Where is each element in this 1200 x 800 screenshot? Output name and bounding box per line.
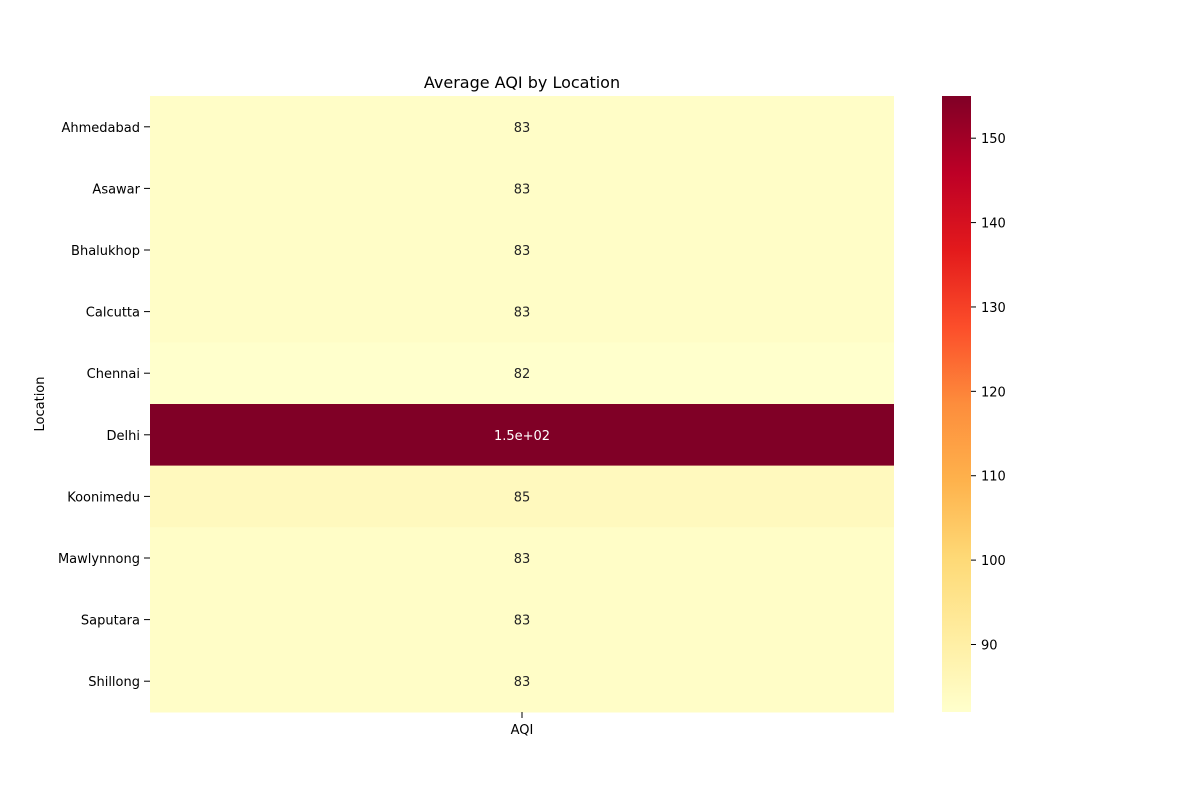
heatmap-cell <box>150 465 894 528</box>
cell-annotation: 85 <box>514 490 531 505</box>
cell-annotation: 83 <box>514 244 531 259</box>
heatmap-cell <box>150 157 894 220</box>
y-axis: Ahmedabad Asawar Bhalukhop Calcutta Chennai D… <box>58 121 150 690</box>
heatmap-cell <box>150 650 894 713</box>
heatmap-cell <box>150 219 894 282</box>
heatmap-cell <box>150 404 894 467</box>
heatmap-cell <box>150 527 894 590</box>
cell-annotation: 83 <box>514 306 531 321</box>
cell-annotations: 83 83 83 83 82 1.5e+02 85 83 83 83 <box>494 121 550 690</box>
y-tick-label: Koonimedu <box>67 490 140 505</box>
heatmap-cell <box>150 280 894 343</box>
y-axis-label: Location <box>33 377 48 432</box>
y-tick-label: Mawlynnong <box>58 552 140 567</box>
colorbar-tick-label: 130 <box>981 301 1006 316</box>
cell-annotation: 83 <box>514 614 531 629</box>
heatmap-cell <box>150 96 894 159</box>
cell-annotation: 83 <box>514 121 531 136</box>
y-tick-label: Delhi <box>107 429 140 444</box>
heatmap-cell <box>150 342 894 405</box>
heatmap-cells <box>150 96 894 713</box>
colorbar: 90 100 110 120 130 140 150 <box>942 96 1006 712</box>
y-tick-label: Asawar <box>92 182 140 197</box>
cell-annotation: 1.5e+02 <box>494 429 550 444</box>
colorbar-tick-label: 110 <box>981 470 1006 485</box>
colorbar-tick-label: 140 <box>981 217 1006 232</box>
colorbar-tick-label: 90 <box>981 638 998 653</box>
y-tick-label: Calcutta <box>86 306 140 321</box>
cell-annotation: 83 <box>514 552 531 567</box>
y-tick-label: Saputara <box>81 614 140 629</box>
cell-annotation: 83 <box>514 182 531 197</box>
colorbar-tick-label: 120 <box>981 385 1006 400</box>
colorbar-tick-label: 150 <box>981 132 1006 147</box>
x-tick-label: AQI <box>511 723 534 738</box>
cell-annotation: 82 <box>514 367 531 382</box>
y-tick-label: Shillong <box>88 675 140 690</box>
colorbar-gradient <box>942 96 971 712</box>
x-axis: AQI <box>511 712 534 738</box>
chart-title: Average AQI by Location <box>424 73 620 92</box>
y-tick-label: Bhalukhop <box>71 244 140 259</box>
heatmap-cell <box>150 588 894 651</box>
y-tick-label: Chennai <box>87 367 140 382</box>
cell-annotation: 83 <box>514 675 531 690</box>
colorbar-tick-label: 100 <box>981 554 1006 569</box>
y-tick-label: Ahmedabad <box>62 121 140 136</box>
